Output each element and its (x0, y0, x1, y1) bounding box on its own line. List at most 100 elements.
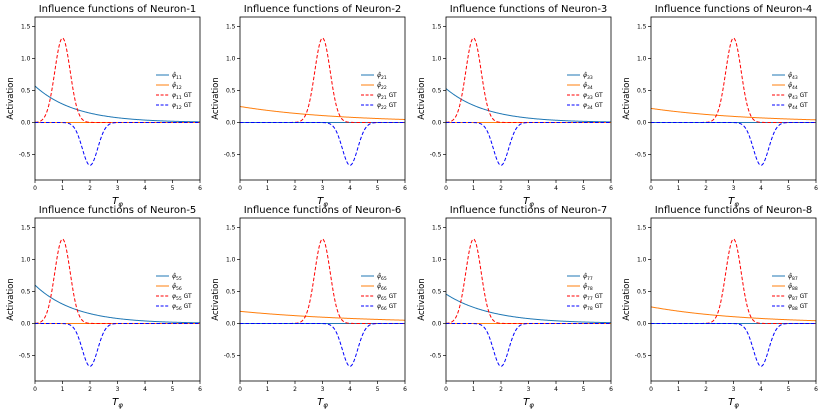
y-tick-label: 0.5 (21, 289, 31, 296)
y-tick-label: 1.0 (637, 257, 647, 264)
legend-label-2: φ̂66 (377, 283, 387, 292)
legend-symbol: φ̂ (377, 82, 381, 89)
legend-label-3: φ11 GT (172, 92, 192, 101)
legend-subscript: 34 (587, 105, 593, 111)
series-group (240, 238, 405, 367)
y-tick-label: -0.5 (224, 151, 236, 158)
y-axis-label: Activation (6, 278, 16, 321)
legend-subscript: 77 (587, 296, 593, 302)
legend-label-1: φ̂21 (377, 72, 387, 81)
legend-label-4: φ44 GT (788, 102, 808, 111)
x-tick-label: 5 (787, 386, 791, 393)
legend-symbol: φ (377, 92, 381, 99)
y-tick-label: 1.5 (432, 24, 442, 31)
legend-symbol: φ (583, 92, 587, 99)
y-tick-label: 1.5 (21, 225, 31, 232)
legend-label-2: φ̂44 (788, 82, 798, 91)
legend-symbol: φ (172, 92, 176, 99)
x-tick-label: 0 (33, 386, 37, 393)
legend-suffix: GT (798, 102, 808, 109)
legend-subscript: 87 (792, 276, 798, 282)
x-tick-label: 5 (787, 185, 791, 192)
legend-symbol: φ (788, 293, 792, 300)
series-line-2 (240, 105, 405, 120)
y-tick-label: 1.5 (226, 225, 236, 232)
legend-label-2: φ̂78 (583, 283, 593, 292)
series-line-4 (35, 322, 200, 367)
legend-label-4: φ56 GT (172, 303, 192, 312)
x-tick-label: 0 (238, 185, 242, 192)
legend-subscript: 12 (176, 105, 182, 111)
x-axis-label-base: T (317, 196, 324, 207)
subplot-2: Influence functions of Neuron-2 0 1 2 3 4 5 6 -0… (211, 4, 407, 209)
legend-subscript: 11 (176, 95, 182, 101)
subplot-title: Influence functions of Neuron-2 (244, 4, 402, 15)
subplot-3: Influence functions of Neuron-30 1 2 3 4 5 6-0… (417, 4, 613, 209)
x-tick-label: 0 (238, 386, 242, 393)
y-tick-label: 1.5 (637, 225, 647, 232)
x-tick-label: 0 (649, 386, 653, 393)
subplot-title: Influence functions of Neuron-7 (450, 205, 608, 216)
legend-subscript: 21 (381, 95, 387, 101)
y-tick-label: 0.5 (21, 88, 31, 95)
x-tick-label: 4 (554, 185, 558, 192)
x-tick-label: 4 (554, 386, 558, 393)
x-tick-label: 4 (348, 386, 352, 393)
legend-subscript: 78 (587, 286, 593, 292)
y-tick-label: 1.0 (432, 56, 442, 63)
legend-suffix: GT (593, 303, 603, 310)
x-tick-label: 2 (704, 386, 708, 393)
legend-symbol: φ̂ (377, 283, 381, 290)
series-line-4 (446, 322, 611, 367)
legend-suffix: GT (387, 303, 397, 310)
y-tick-label: 0.0 (21, 119, 31, 126)
x-tick-label: 2 (293, 386, 297, 393)
x-tick-label: 1 (677, 386, 681, 393)
series-group (35, 238, 200, 367)
series-line-1 (446, 88, 611, 123)
legend-subscript: 55 (176, 276, 182, 282)
x-axis-label-base: T (112, 397, 119, 408)
legend-subscript: 43 (792, 75, 798, 81)
series-group (651, 37, 816, 166)
legend-subscript: 56 (176, 306, 182, 312)
legend-subscript: 66 (381, 286, 387, 292)
y-tick-label: 0.5 (637, 289, 647, 296)
x-tick-label: 6 (198, 386, 202, 393)
y-tick-label: 1.0 (21, 257, 31, 264)
legend-label-3: φ77 GT (583, 293, 603, 302)
x-axis-label-base: T (317, 397, 324, 408)
x-tick-label: 1 (677, 185, 681, 192)
legend-symbol: φ̂ (377, 72, 381, 79)
legend-label-4: φ78 GT (583, 303, 603, 312)
subplot-4: Influence functions of Neuron-4 0 1 2 3 4 5 6 -0… (622, 4, 818, 209)
y-axis-label: Activation (622, 77, 632, 120)
subplot-title: Influence functions of Neuron-3 (450, 4, 608, 15)
x-axis-label: Tφ (317, 196, 328, 209)
legend-label-2: φ̂56 (172, 283, 182, 292)
legend-subscript: 33 (587, 75, 593, 81)
x-tick-label: 5 (171, 386, 175, 393)
x-tick-label: 3 (732, 185, 736, 192)
y-tick-label: 0.0 (432, 320, 442, 327)
y-tick-label: -0.5 (19, 352, 31, 359)
legend-subscript: 11 (176, 75, 182, 81)
x-axis-label-subscript: φ (323, 201, 328, 209)
y-tick-label: -0.5 (635, 151, 647, 158)
x-tick-label: 3 (321, 185, 325, 192)
legend-label-4: φ88 GT (788, 303, 808, 312)
y-tick-label: 1.5 (226, 24, 236, 31)
legend-suffix: GT (593, 102, 603, 109)
x-tick-label: 0 (444, 386, 448, 393)
x-tick-label: 6 (814, 386, 818, 393)
x-axis-label-base: T (728, 397, 735, 408)
legend-suffix: GT (387, 293, 397, 300)
y-tick-label: 1.0 (637, 56, 647, 63)
x-axis-label-subscript: φ (118, 201, 123, 209)
legend-suffix: GT (387, 102, 397, 109)
x-tick-label: 6 (609, 185, 613, 192)
